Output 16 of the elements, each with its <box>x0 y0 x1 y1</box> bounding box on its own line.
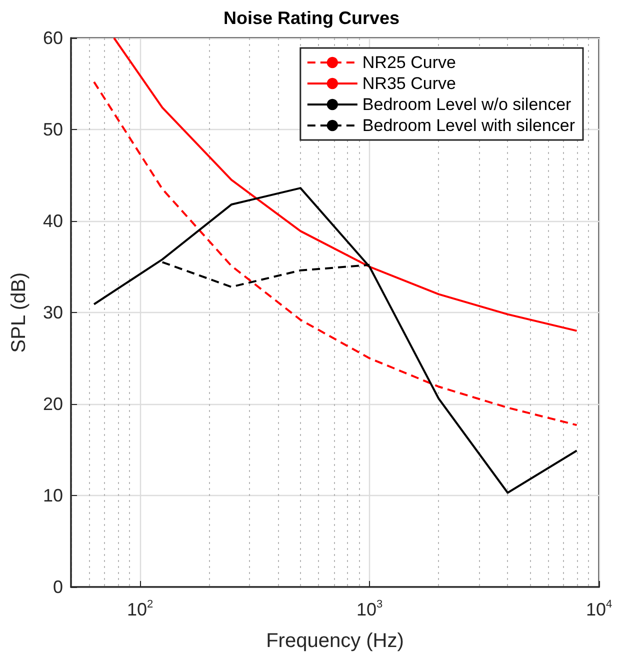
y-tick-label: 50 <box>42 120 63 140</box>
chart-title: Noise Rating Curves <box>223 8 400 28</box>
legend-label: Bedroom Level with silencer <box>362 116 576 135</box>
legend-label: NR35 Curve <box>362 74 456 93</box>
legend-label: Bedroom Level w/o silencer <box>362 95 572 114</box>
y-tick-label: 20 <box>42 394 63 414</box>
y-tick-label: 0 <box>52 577 63 597</box>
line-series <box>161 261 371 288</box>
y-tick-label: 10 <box>42 486 63 506</box>
y-tick-label: 40 <box>42 211 63 231</box>
x-axis-title: Frequency (Hz) <box>266 630 404 652</box>
y-axis-title: SPL (dB) <box>8 272 30 353</box>
y-tick-label: 30 <box>42 302 63 322</box>
y-tick-label: 60 <box>42 28 63 48</box>
line-series <box>93 187 578 494</box>
legend-label: NR25 Curve <box>362 53 456 72</box>
